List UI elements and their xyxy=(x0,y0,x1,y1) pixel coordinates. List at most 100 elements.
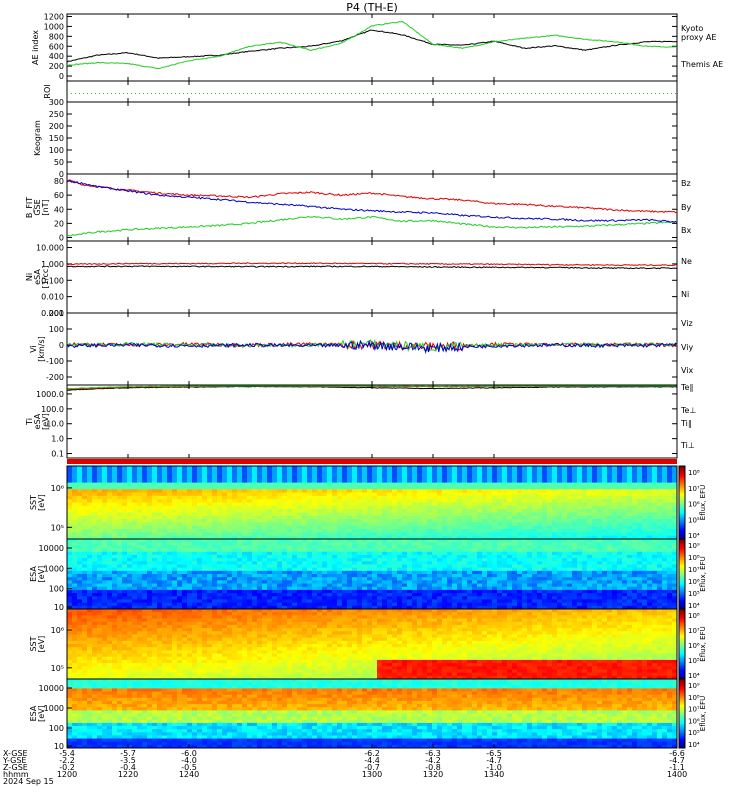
spectrogram-cell xyxy=(557,505,563,510)
spectrogram-cell xyxy=(77,574,83,578)
spectrogram-cell xyxy=(642,482,648,487)
spectrogram-cell xyxy=(297,596,303,600)
spectrogram-cell xyxy=(157,539,163,543)
spectrogram-cell xyxy=(342,502,348,507)
spectrogram-cell xyxy=(237,509,243,513)
spectrogram-cell xyxy=(442,580,448,584)
spectrogram-cell xyxy=(212,570,218,575)
spectrogram-cell xyxy=(247,596,253,600)
spectrogram-cell xyxy=(222,570,228,575)
spectrogram-cell xyxy=(582,509,588,513)
spectrogram-cell xyxy=(242,586,248,591)
spectrogram-cell xyxy=(202,466,208,470)
spectrogram-cell xyxy=(342,475,348,480)
spectrogram-cell xyxy=(162,515,168,520)
spectrogram-cell xyxy=(612,509,618,513)
spectrogram-cell xyxy=(377,535,383,540)
spectrogram-cell xyxy=(117,586,123,591)
spectrogram-cell xyxy=(327,525,333,530)
spectrogram-cell xyxy=(432,512,438,517)
spectrogram-cell xyxy=(277,577,283,581)
spectrogram-cell xyxy=(387,586,393,591)
spectrogram-cell xyxy=(227,558,233,562)
spectrogram-cell xyxy=(602,495,608,500)
spectrogram-cell xyxy=(242,522,248,527)
spectrogram-cell xyxy=(187,495,193,500)
spectrogram-cell xyxy=(672,535,678,540)
spectrogram-cell xyxy=(272,519,278,523)
spectrogram-cell xyxy=(532,522,538,527)
spectrogram-cell xyxy=(417,529,423,533)
spectrogram-cell xyxy=(507,472,513,477)
spectrogram-cell xyxy=(477,599,483,604)
spectrogram-cell xyxy=(497,577,503,581)
spectrogram-cell xyxy=(362,532,368,537)
colorbar-cell xyxy=(679,504,685,507)
spectrogram-cell xyxy=(82,535,88,540)
spectrogram-cell xyxy=(217,495,223,500)
spectrogram-cell xyxy=(312,502,318,507)
spectrogram-cell xyxy=(597,492,603,497)
spectrogram-cell xyxy=(452,469,458,474)
spectrogram-cell xyxy=(467,492,473,497)
spectrogram-cell xyxy=(662,519,668,523)
spectrogram-cell xyxy=(287,558,293,562)
spectrogram-cell xyxy=(187,535,193,540)
spectrogram-cell xyxy=(112,542,118,546)
spectrogram-cell xyxy=(227,499,233,503)
spectrogram-cell xyxy=(592,479,598,483)
spectrogram-cell xyxy=(242,593,248,597)
spectrogram-cell xyxy=(87,512,93,517)
spectrogram-cell xyxy=(167,525,173,530)
spectrogram-cell xyxy=(162,535,168,540)
spectrogram-cell xyxy=(472,515,478,520)
spectrogram-cell xyxy=(452,466,458,470)
spectrogram-cell xyxy=(442,482,448,487)
spectrogram-cell xyxy=(267,577,273,581)
spectrogram-cell xyxy=(442,502,448,507)
spectrogram-cell xyxy=(357,509,363,513)
spectrogram-cell xyxy=(97,519,103,523)
spectrogram-cell xyxy=(372,567,378,572)
legend-label: Viy xyxy=(681,343,694,352)
spectrogram-cell xyxy=(317,551,323,556)
spectrogram-cell xyxy=(407,519,413,523)
spectrogram-cell xyxy=(82,475,88,480)
spectrogram-cell xyxy=(252,574,258,578)
spectrogram-cell xyxy=(297,551,303,556)
spectrogram-cell xyxy=(112,522,118,527)
legend-label: Bx xyxy=(681,226,691,235)
spectrogram-cell xyxy=(372,558,378,562)
spectrogram-cell xyxy=(527,515,533,520)
spectrogram-cell xyxy=(377,599,383,604)
spectrogram-cell xyxy=(102,545,108,549)
spectrogram-cell xyxy=(417,589,423,594)
spectrogram-cell xyxy=(562,515,568,520)
spectrogram-cell xyxy=(632,489,638,493)
spectrogram-cell xyxy=(507,558,513,562)
spectrogram-cell xyxy=(547,525,553,530)
spectrogram-cell xyxy=(132,479,138,483)
spectrogram-cell xyxy=(107,548,113,553)
spectrogram-cell xyxy=(262,570,268,575)
spectrogram-cell xyxy=(92,567,98,572)
spectrogram-cell xyxy=(122,505,128,510)
spectrogram-cell xyxy=(237,574,243,578)
spectrogram-cell xyxy=(102,469,108,474)
spectrogram-cell xyxy=(502,542,508,546)
spectrogram-cell xyxy=(252,577,258,581)
spectrogram-cell xyxy=(492,495,498,500)
spectrogram-cell xyxy=(257,564,263,569)
spectrogram-cell xyxy=(307,515,313,520)
spectrogram-cell xyxy=(167,586,173,591)
spectrogram-cell xyxy=(562,522,568,527)
spectrogram-cell xyxy=(347,570,353,575)
spectrogram-cell xyxy=(357,596,363,600)
spectrogram-cell xyxy=(517,593,523,597)
spectrogram-cell xyxy=(137,539,143,543)
spectrogram-cell xyxy=(607,469,613,474)
spectrogram-cell xyxy=(562,469,568,474)
spectrogram-cell xyxy=(67,580,73,584)
spectrogram-cell xyxy=(417,495,423,500)
spectrogram-cell xyxy=(122,551,128,556)
